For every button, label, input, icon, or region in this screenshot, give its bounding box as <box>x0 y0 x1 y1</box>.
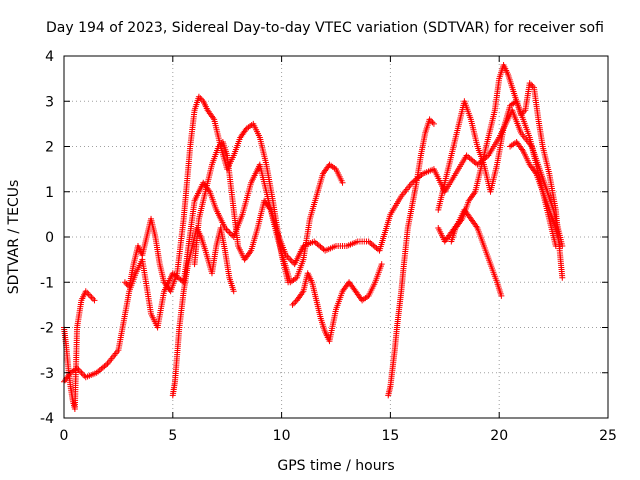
data-point <box>88 294 95 301</box>
data-point <box>230 288 237 295</box>
data-marks <box>61 62 566 412</box>
data-point <box>87 292 94 299</box>
series-track-10 <box>448 62 566 281</box>
data-point <box>78 369 85 376</box>
series-track-4 <box>169 224 237 399</box>
data-point <box>498 292 505 299</box>
gridlines <box>64 56 608 418</box>
x-tick-label: 25 <box>599 428 617 444</box>
data-point <box>288 258 295 265</box>
data-point <box>429 119 436 126</box>
series-track-6 <box>289 261 385 345</box>
series-track-11 <box>507 138 564 250</box>
axes: 0 5 10 15 20 25 -4 -3 -2 -1 0 1 2 3 4 <box>40 49 617 444</box>
x-tick-label: 15 <box>381 428 399 444</box>
data-point <box>378 261 385 268</box>
data-point <box>287 256 294 263</box>
series-track-1 <box>61 288 98 412</box>
y-tick-label: 1 <box>45 185 54 201</box>
data-point <box>123 280 130 287</box>
data-point <box>285 255 292 262</box>
y-tick-label: 0 <box>45 230 54 246</box>
data-point <box>430 120 437 127</box>
y-tick-label: -4 <box>40 411 54 427</box>
x-tick-label: 5 <box>168 428 177 444</box>
y-axis-label: SDTVAR / TECUs <box>6 180 22 295</box>
y-tick-label: 2 <box>45 140 54 156</box>
data-point <box>227 230 234 237</box>
data-point <box>224 227 231 234</box>
data-point <box>226 229 233 236</box>
y-tick-label: 3 <box>45 94 54 110</box>
y-tick-label: -3 <box>40 366 54 382</box>
data-point <box>91 297 98 304</box>
x-tick-label: 20 <box>490 428 508 444</box>
series-track-9 <box>435 206 505 299</box>
x-axis-label: GPS time / hours <box>277 458 394 474</box>
data-point <box>289 301 296 308</box>
x-tick-label: 10 <box>273 428 291 444</box>
y-tick-label: -1 <box>40 275 54 291</box>
series-track-5 <box>191 138 346 286</box>
x-tick-label: 0 <box>60 428 69 444</box>
chart-title: Day 194 of 2023, Sidereal Day-to-day VTE… <box>46 20 604 36</box>
y-tick-label: -2 <box>40 321 54 337</box>
data-point <box>557 243 564 250</box>
data-point <box>290 300 297 307</box>
data-point <box>90 295 97 302</box>
data-point <box>85 291 92 298</box>
series-track-7 <box>385 116 437 399</box>
data-point <box>339 179 346 186</box>
series-track-3 <box>121 93 292 295</box>
y-tick-label: 4 <box>45 49 54 65</box>
data-point <box>559 274 566 281</box>
